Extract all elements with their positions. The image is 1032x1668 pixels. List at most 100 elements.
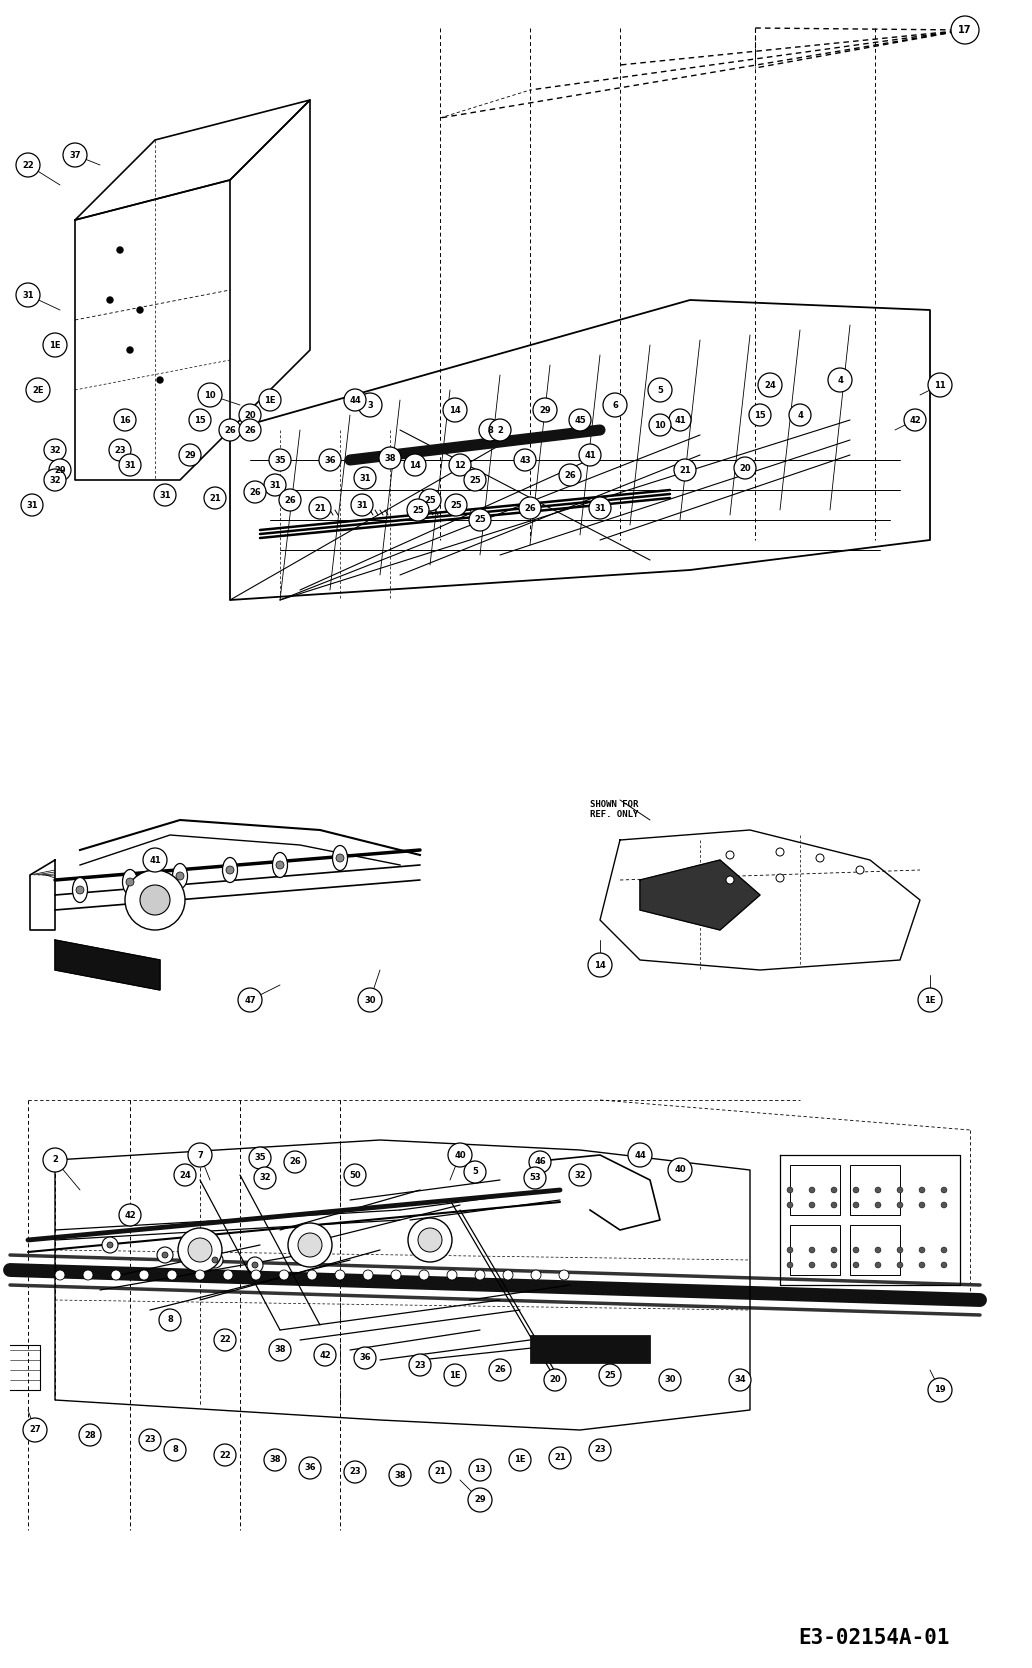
Text: 31: 31 xyxy=(356,500,367,509)
Text: 32: 32 xyxy=(259,1174,270,1183)
Text: 25: 25 xyxy=(424,495,436,504)
Circle shape xyxy=(469,509,491,530)
Circle shape xyxy=(789,404,811,425)
Circle shape xyxy=(23,1418,47,1443)
Circle shape xyxy=(43,334,67,357)
Circle shape xyxy=(469,1460,491,1481)
Text: 31: 31 xyxy=(359,474,370,482)
Text: 42: 42 xyxy=(124,1211,136,1219)
Text: 31: 31 xyxy=(124,460,136,469)
Circle shape xyxy=(269,449,291,470)
Text: 31: 31 xyxy=(22,290,34,300)
Circle shape xyxy=(154,484,176,505)
Circle shape xyxy=(204,487,226,509)
Circle shape xyxy=(831,1188,837,1193)
Text: 29: 29 xyxy=(55,465,66,474)
Circle shape xyxy=(351,494,373,515)
Text: 31: 31 xyxy=(159,490,171,499)
Circle shape xyxy=(319,449,341,470)
Circle shape xyxy=(897,1203,903,1208)
Bar xyxy=(850,1164,900,1214)
Circle shape xyxy=(443,399,467,422)
Circle shape xyxy=(335,1269,345,1279)
Ellipse shape xyxy=(123,869,137,894)
Circle shape xyxy=(189,409,211,430)
Text: 50: 50 xyxy=(349,1171,361,1179)
Circle shape xyxy=(489,419,511,440)
Bar xyxy=(850,1224,900,1274)
Text: 6: 6 xyxy=(612,400,618,410)
Text: 3: 3 xyxy=(367,400,373,410)
Circle shape xyxy=(407,499,429,520)
Circle shape xyxy=(776,847,784,856)
Text: 41: 41 xyxy=(150,856,161,864)
Circle shape xyxy=(44,439,66,460)
Text: 40: 40 xyxy=(454,1151,465,1159)
Circle shape xyxy=(897,1263,903,1268)
Circle shape xyxy=(464,469,486,490)
Circle shape xyxy=(252,1263,258,1268)
Circle shape xyxy=(198,384,222,407)
Circle shape xyxy=(117,247,123,254)
Text: 44: 44 xyxy=(349,395,361,405)
Circle shape xyxy=(559,1269,569,1279)
Circle shape xyxy=(734,457,756,479)
Text: 31: 31 xyxy=(26,500,38,509)
Circle shape xyxy=(107,297,112,304)
Text: 15: 15 xyxy=(194,415,205,424)
Text: 15: 15 xyxy=(754,410,766,419)
Circle shape xyxy=(579,444,601,465)
Circle shape xyxy=(76,886,84,894)
Circle shape xyxy=(176,872,184,881)
Circle shape xyxy=(17,153,40,177)
Circle shape xyxy=(559,464,581,485)
Text: 1E: 1E xyxy=(925,996,936,1004)
Circle shape xyxy=(164,1439,186,1461)
Circle shape xyxy=(674,459,696,480)
Circle shape xyxy=(941,1263,947,1268)
Text: 12: 12 xyxy=(454,460,465,469)
Text: 2: 2 xyxy=(52,1156,58,1164)
Circle shape xyxy=(409,1354,431,1376)
Circle shape xyxy=(464,1161,486,1183)
Circle shape xyxy=(354,1348,376,1369)
Text: 14: 14 xyxy=(594,961,606,969)
Circle shape xyxy=(389,1465,411,1486)
Circle shape xyxy=(668,1158,692,1183)
Circle shape xyxy=(391,1269,401,1279)
Circle shape xyxy=(259,389,281,410)
Circle shape xyxy=(831,1248,837,1253)
Circle shape xyxy=(102,1238,118,1253)
Circle shape xyxy=(444,1364,466,1386)
Text: 21: 21 xyxy=(314,504,326,512)
Circle shape xyxy=(288,1223,332,1268)
Circle shape xyxy=(139,1429,161,1451)
Circle shape xyxy=(354,467,376,489)
Circle shape xyxy=(589,1439,611,1461)
Circle shape xyxy=(363,1269,373,1279)
Circle shape xyxy=(251,1269,261,1279)
Circle shape xyxy=(188,1143,212,1168)
Text: 34: 34 xyxy=(734,1376,746,1384)
Circle shape xyxy=(79,1424,101,1446)
Circle shape xyxy=(195,1269,205,1279)
Circle shape xyxy=(669,409,691,430)
Text: 35: 35 xyxy=(275,455,286,464)
Circle shape xyxy=(55,1269,65,1279)
Text: 46: 46 xyxy=(535,1158,546,1166)
Circle shape xyxy=(941,1248,947,1253)
Text: 31: 31 xyxy=(269,480,281,489)
Text: 26: 26 xyxy=(565,470,576,479)
Circle shape xyxy=(853,1263,859,1268)
Circle shape xyxy=(223,1269,233,1279)
Circle shape xyxy=(941,1188,947,1193)
Circle shape xyxy=(828,369,852,392)
Bar xyxy=(791,1164,840,1214)
Ellipse shape xyxy=(223,857,237,882)
Circle shape xyxy=(725,851,734,859)
Text: 22: 22 xyxy=(219,1336,231,1344)
Text: 36: 36 xyxy=(304,1463,316,1473)
Text: 27: 27 xyxy=(29,1426,41,1434)
Circle shape xyxy=(787,1248,793,1253)
Text: 41: 41 xyxy=(674,415,686,424)
